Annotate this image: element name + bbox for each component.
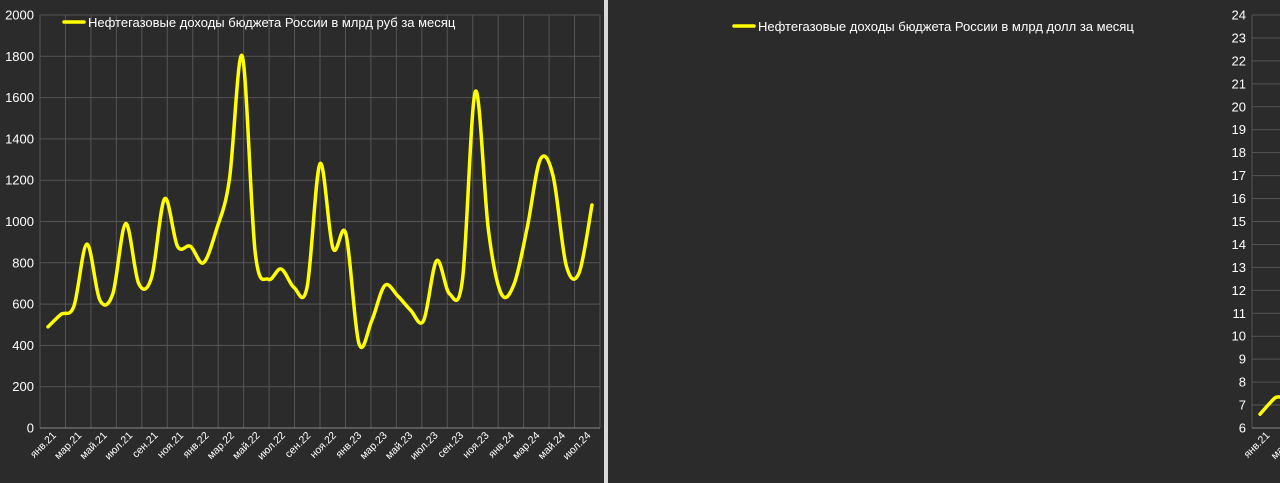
- x-axis: янв.21мар.21май.21июл.21сен.21ноя.21янв.…: [1242, 430, 1280, 462]
- y-tick-label: 6: [1239, 421, 1246, 436]
- line-chart-rub: 0 200 400 600 800 1000 1200 1400 1600 1800 2000 ян…: [5, 8, 601, 463]
- y-tick-label: 24: [1232, 8, 1246, 23]
- legend-label: Нефтегазовые доходы бюджета России в млр…: [758, 19, 1134, 34]
- x-tick-label: июл.24: [561, 430, 594, 463]
- x-tick-label: сен.23: [435, 430, 466, 461]
- legend-label: Нефтегазовые доходы бюджета России в млр…: [88, 15, 456, 30]
- y-tick-label: 20: [1232, 99, 1246, 114]
- legend: Нефтегазовые доходы бюджета России в млр…: [732, 19, 1134, 34]
- x-tick-label: сен.22: [283, 430, 314, 461]
- y-tick-label: 21: [1232, 76, 1246, 91]
- x-tick-label: июл.23: [408, 430, 441, 463]
- y-tick-label: 200: [12, 379, 34, 394]
- y-tick-label: 19: [1232, 122, 1246, 137]
- series-line: [1258, 395, 1280, 416]
- x-tick-label: ноя.22: [308, 430, 339, 461]
- y-tick-label: 13: [1232, 260, 1246, 275]
- y-tick-label: 9: [1239, 352, 1246, 367]
- y-tick-label: 18: [1232, 145, 1246, 160]
- x-tick-label: сен.21: [130, 430, 161, 461]
- x-tick-label: мар.21: [1269, 430, 1280, 462]
- chart-panel-right: 6 7 8 9 10 11 12 13 14 15 16 17 18 19 20 21 22 23 24 янв.2…: [608, 0, 1280, 483]
- y-tick-label: 22: [1232, 53, 1246, 68]
- series-line: [46, 53, 594, 349]
- grid: [39, 14, 601, 429]
- y-tick-label: 800: [12, 255, 34, 270]
- y-tick-label: 1200: [5, 173, 34, 188]
- line-chart-usd: 6 7 8 9 10 11 12 13 14 15 16 17 18 19 20 21 22 23 24 янв.2…: [732, 8, 1280, 462]
- y-tick-label: 1000: [5, 214, 34, 229]
- y-tick-label: 11: [1233, 306, 1247, 321]
- y-tick-label: 14: [1232, 237, 1246, 252]
- y-tick-label: 16: [1232, 191, 1246, 206]
- x-tick-label: мар.23: [358, 430, 390, 462]
- x-tick-label: янв.21: [1242, 430, 1273, 461]
- x-tick-label: ноя.23: [461, 430, 492, 461]
- y-tick-label: 0: [27, 421, 34, 436]
- y-tick-label: 23: [1232, 30, 1246, 45]
- y-tick-label: 17: [1232, 168, 1246, 183]
- x-tick-label: июл.22: [255, 430, 288, 463]
- y-tick-label: 15: [1232, 214, 1246, 229]
- x-tick-label: мар.22: [205, 430, 237, 462]
- y-tick-label: 10: [1232, 329, 1246, 344]
- y-tick-label: 1800: [5, 49, 34, 64]
- panel-divider: [604, 0, 608, 483]
- series-layer: [1258, 395, 1280, 416]
- x-axis: янв.21мар.21май.21июл.21сен.21ноя.21янв.…: [28, 430, 594, 463]
- y-tick-label: 600: [12, 297, 34, 312]
- y-tick-label: 1600: [5, 90, 34, 105]
- y-axis: 6 7 8 9 10 11 12 13 14 15 16 17 18 19 20 21 22 23 24: [1232, 8, 1246, 436]
- y-tick-label: 1400: [5, 131, 34, 146]
- chart-panel-left: 0 200 400 600 800 1000 1200 1400 1600 1800 2000 ян…: [0, 0, 604, 483]
- series-layer: [46, 53, 594, 349]
- y-tick-label: 8: [1239, 375, 1246, 390]
- y-tick-label: 7: [1239, 398, 1246, 413]
- y-tick-label: 2000: [5, 8, 34, 23]
- y-axis: 0 200 400 600 800 1000 1200 1400 1600 1800 2000: [5, 8, 34, 436]
- x-tick-label: ноя.21: [155, 430, 186, 461]
- x-tick-label: мар.21: [52, 430, 84, 462]
- legend: Нефтегазовые доходы бюджета России в млр…: [62, 15, 456, 30]
- grid: [1251, 14, 1280, 429]
- x-tick-label: июл.21: [103, 430, 136, 463]
- x-tick-label: мар.24: [510, 430, 542, 462]
- y-tick-label: 400: [12, 338, 34, 353]
- y-tick-label: 12: [1232, 283, 1246, 298]
